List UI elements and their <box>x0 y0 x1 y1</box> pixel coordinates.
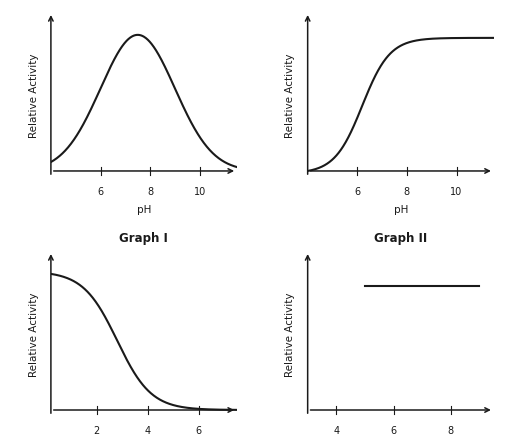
Text: 8: 8 <box>147 187 153 197</box>
Text: pH: pH <box>137 205 151 215</box>
Text: Relative Activity: Relative Activity <box>29 53 39 138</box>
Text: 6: 6 <box>354 187 360 197</box>
Text: 10: 10 <box>450 187 463 197</box>
Text: Relative Activity: Relative Activity <box>286 53 295 138</box>
Text: 6: 6 <box>390 425 397 435</box>
Text: 4: 4 <box>333 425 340 435</box>
Text: 8: 8 <box>448 425 454 435</box>
Text: 4: 4 <box>145 425 151 435</box>
Text: Relative Activity: Relative Activity <box>29 292 39 376</box>
Text: Graph II: Graph II <box>374 232 428 245</box>
Text: 8: 8 <box>404 187 410 197</box>
Text: Graph I: Graph I <box>120 232 168 245</box>
Text: 2: 2 <box>94 425 100 435</box>
Text: Relative Activity: Relative Activity <box>286 292 295 376</box>
Text: pH: pH <box>393 205 408 215</box>
Text: 6: 6 <box>195 425 202 435</box>
Text: 6: 6 <box>97 187 103 197</box>
Text: 10: 10 <box>193 187 206 197</box>
